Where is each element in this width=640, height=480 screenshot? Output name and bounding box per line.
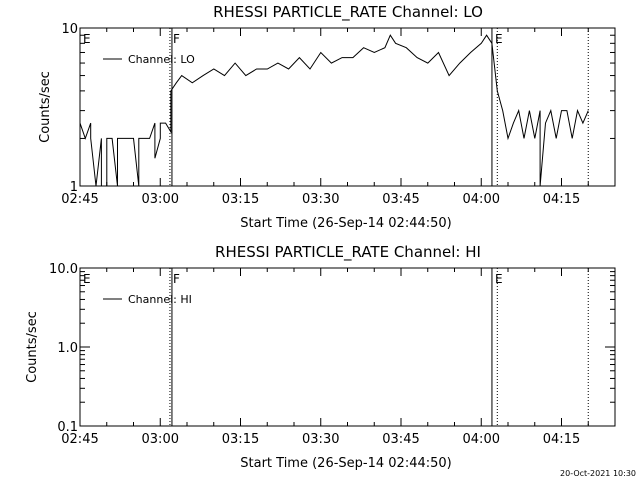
panel-lo-title: RHESSI PARTICLE_RATE Channel: LO: [213, 3, 483, 22]
y-tick-label: 0.1: [57, 420, 78, 435]
panel-hi-legend: Channel: HI: [103, 293, 192, 306]
x-tick-label: 03:15: [222, 432, 259, 447]
panel-hi-frame: [79, 267, 616, 427]
panel-hi-x-axis: 02:45 03:00 03:15 03:30 03:45 04:00 04:15: [61, 268, 616, 447]
y-tick-label: 1: [70, 180, 78, 195]
panel-hi-title: RHESSI PARTICLE_RATE Channel: HI: [215, 243, 481, 262]
panel-hi-y-axis: 0.1 1.0 10.0: [49, 262, 615, 435]
panel-hi-ylabel: Counts/sec: [25, 311, 40, 383]
x-tick-label: 03:00: [142, 432, 179, 447]
x-tick-label: 03:45: [382, 432, 419, 447]
x-tick-label: 03:45: [382, 192, 419, 207]
y-tick-label: 10: [61, 22, 78, 37]
x-tick-label: 03:15: [222, 192, 259, 207]
panel-lo-xlabel: Start Time (26-Sep-14 02:44:50): [240, 216, 451, 231]
event-marker-label: F: [173, 272, 180, 286]
x-tick-label: 04:15: [543, 192, 580, 207]
panel-hi-xlabel: Start Time (26-Sep-14 02:44:50): [240, 456, 451, 471]
panel-lo-x-axis: 02:45 03:00 03:15 03:30 03:45 04:00 04:15: [61, 28, 616, 207]
event-marker-label: E: [495, 32, 503, 46]
x-tick-label: 03:30: [302, 192, 339, 207]
event-marker-label: E: [495, 272, 503, 286]
event-marker-label: E: [83, 32, 91, 46]
panel-lo: RHESSI PARTICLE_RATE Channel: LO Counts/…: [38, 3, 616, 231]
panel-lo-frame: [79, 27, 616, 187]
panel-hi-legend-label: Channel: HI: [128, 293, 192, 306]
series-channel-lo-line: [79, 34, 589, 187]
panel-hi: RHESSI PARTICLE_RATE Channel: HI Counts/…: [25, 243, 616, 471]
panel-lo-ylabel: Counts/sec: [38, 71, 53, 143]
x-tick-label: 02:45: [61, 192, 98, 207]
event-marker-label: E: [83, 272, 91, 286]
y-tick-label: 1.0: [57, 341, 78, 356]
panel-lo-legend-label: Channel: LO: [128, 53, 195, 66]
x-tick-label: 04:15: [543, 432, 580, 447]
y-tick-label: 10.0: [49, 262, 78, 277]
panel-lo-legend: Channel: LO: [103, 53, 195, 66]
event-marker-label: F: [173, 32, 180, 46]
x-tick-label: 03:30: [302, 432, 339, 447]
x-tick-label: 03:00: [142, 192, 179, 207]
x-tick-label: 02:45: [61, 432, 98, 447]
footer-timestamp: 20-Oct-2021 10:30: [560, 469, 636, 478]
x-tick-label: 04:00: [463, 192, 500, 207]
panel-lo-y-axis: 1 10: [61, 22, 615, 195]
x-tick-label: 04:00: [463, 432, 500, 447]
